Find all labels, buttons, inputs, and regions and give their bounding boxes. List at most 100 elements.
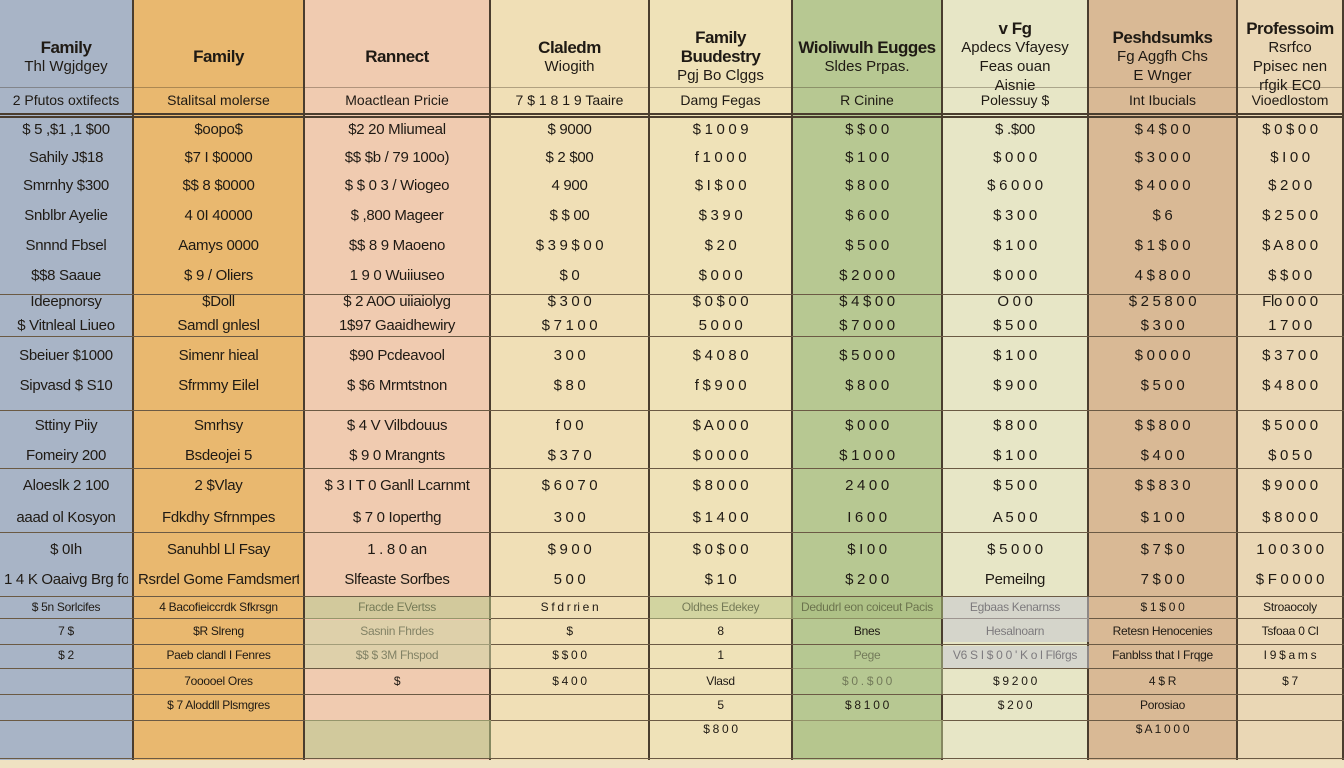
table-cell[interactable]: $$ $b / 79 100o) bbox=[344, 149, 450, 166]
table-cell[interactable]: 1$97 Gaaidhewiry bbox=[338, 317, 456, 334]
table-cell[interactable]: $ bbox=[393, 674, 401, 688]
table-cell[interactable]: $ 4 0 8 0 bbox=[692, 347, 749, 364]
table-cell[interactable]: 1 9 0 Wuiiuseo bbox=[349, 267, 445, 284]
table-cell[interactable]: 4 900 bbox=[551, 177, 588, 194]
table-cell[interactable]: Paeb clandl I Fenres bbox=[166, 648, 271, 662]
table-cell[interactable]: $ 5 0 0 bbox=[993, 477, 1037, 494]
table-cell[interactable]: $ 3 9 $ 0 0 bbox=[535, 237, 604, 254]
table-cell[interactable]: $ 1 0 0 bbox=[845, 149, 889, 166]
column-header[interactable]: Family Thl Wgjdgey 2 Pfutos oxtifects bbox=[0, 0, 132, 115]
table-cell[interactable]: $ 4 0 0 bbox=[1140, 447, 1185, 464]
table-cell[interactable]: 1 . 8 0 an bbox=[367, 541, 427, 558]
table-cell[interactable]: $ 3 0 0 0 bbox=[1134, 149, 1191, 166]
table-cell[interactable]: $ 1 0 0 bbox=[1140, 509, 1185, 526]
column-header[interactable]: Family Stalitsal molerse bbox=[134, 0, 303, 115]
table-cell[interactable]: 2 4 0 0 bbox=[845, 477, 889, 494]
table-cell[interactable]: Bnes bbox=[853, 624, 881, 638]
table-cell[interactable]: $ $ 0 0 bbox=[845, 121, 889, 138]
table-cell[interactable]: $ 5 0 0 bbox=[1140, 377, 1185, 394]
table-cell[interactable]: Samdl gnlesl bbox=[177, 317, 260, 334]
table-cell[interactable]: 8 bbox=[717, 624, 724, 638]
table-cell[interactable]: $ 3 0 0 bbox=[547, 293, 592, 310]
table-cell[interactable]: Dedudrl eon coiceut Pacis bbox=[801, 600, 933, 614]
table-cell[interactable]: $ 5 0 0 bbox=[993, 317, 1037, 334]
table-cell[interactable]: $ 6 0 0 0 bbox=[987, 177, 1043, 194]
table-cell[interactable]: $ I 0 0 bbox=[1270, 149, 1310, 166]
table-cell[interactable]: $ 2 0 0 bbox=[1268, 177, 1312, 194]
table-cell[interactable]: Sttiny Piiy bbox=[34, 417, 98, 434]
table-cell[interactable]: 4 $ R bbox=[1148, 674, 1177, 688]
table-cell[interactable]: $90 Pcdeavool bbox=[349, 347, 445, 364]
table-cell[interactable]: $2 20 Mliumeal bbox=[348, 121, 446, 138]
table-cell[interactable]: Flo 0 0 0 bbox=[1262, 293, 1318, 310]
table-cell[interactable]: $ 5 0 0 bbox=[845, 237, 889, 254]
table-cell[interactable]: $ F 0 0 0 0 bbox=[1255, 571, 1325, 588]
table-cell[interactable]: $ I $ 0 0 bbox=[694, 177, 747, 194]
table-cell[interactable]: $ 8 1 0 0 bbox=[844, 698, 889, 712]
table-cell[interactable]: 4 $ 8 0 0 bbox=[1134, 267, 1191, 284]
table-cell[interactable]: Simenr hieal bbox=[178, 347, 259, 364]
table-cell[interactable]: 3 0 0 bbox=[553, 509, 586, 526]
table-cell[interactable]: Tsfoaa 0 Cl bbox=[1261, 624, 1319, 638]
table-cell[interactable]: $ 2 bbox=[58, 648, 74, 662]
table-cell[interactable]: $ 1 $ 0 0 bbox=[1140, 600, 1185, 614]
table-cell[interactable]: 7 $ 0 0 bbox=[1140, 571, 1185, 588]
table-cell[interactable]: $ 9000 bbox=[547, 121, 592, 138]
table-cell[interactable]: $ 0 5 0 bbox=[1268, 447, 1312, 464]
table-cell[interactable]: $ 7 0 Ioperthg bbox=[352, 509, 442, 526]
table-cell[interactable]: $ 3 7 0 0 bbox=[1262, 347, 1318, 364]
table-cell[interactable]: $ 1 0 0 9 bbox=[692, 121, 749, 138]
table-cell[interactable]: O 0 0 bbox=[997, 293, 1033, 310]
table-cell[interactable]: 7ooooel Ores bbox=[184, 674, 253, 688]
table-cell[interactable]: $ 8 0 0 bbox=[845, 177, 889, 194]
table-cell[interactable]: Egbaas Kenarnss bbox=[969, 600, 1061, 614]
table-cell[interactable]: 5 bbox=[717, 698, 724, 712]
table-cell[interactable]: $ 4 0 0 0 bbox=[1134, 177, 1191, 194]
table-cell[interactable]: Sfrmmy Eilel bbox=[178, 377, 259, 394]
column-header[interactable]: Wioliwulh Eugges Sldes Prpas. R Cinine bbox=[793, 0, 941, 115]
table-cell[interactable]: $ 0 . $ 0 0 bbox=[841, 674, 893, 688]
table-cell[interactable]: $ A 1 0 0 0 bbox=[1135, 722, 1190, 736]
table-cell[interactable]: $$8 Saaue bbox=[31, 267, 101, 284]
table-cell[interactable]: Aloeslk 2 100 bbox=[22, 477, 110, 494]
table-cell[interactable]: $ 4 8 0 0 bbox=[1262, 377, 1318, 394]
table-cell[interactable]: $ 8 0 0 bbox=[993, 417, 1037, 434]
table-cell[interactable]: $ 0 0 0 bbox=[845, 417, 889, 434]
table-cell[interactable]: $ bbox=[566, 624, 573, 638]
table-cell[interactable]: $ 1 0 0 bbox=[993, 347, 1037, 364]
table-cell[interactable]: Sahily J$18 bbox=[28, 149, 104, 166]
table-cell[interactable]: Smrhsy bbox=[193, 417, 244, 434]
table-cell[interactable]: $ 8 0 0 bbox=[845, 377, 889, 394]
table-cell[interactable]: 4 0I 40000 bbox=[184, 207, 253, 224]
table-cell[interactable]: $ 9 0 0 bbox=[547, 541, 592, 558]
table-cell[interactable]: $ 9 0 0 0 bbox=[1262, 477, 1318, 494]
table-cell[interactable]: $ A 8 0 0 bbox=[1262, 237, 1318, 254]
table-cell[interactable]: $ 0 0 0 bbox=[993, 267, 1037, 284]
table-cell[interactable]: Vlasd bbox=[706, 674, 735, 688]
table-cell[interactable]: $oopo$ bbox=[194, 121, 243, 138]
table-cell[interactable]: $ I 0 0 bbox=[847, 541, 887, 558]
table-cell[interactable]: f 0 0 bbox=[555, 417, 584, 434]
table-cell[interactable]: $R Slreng bbox=[193, 624, 244, 638]
table-cell[interactable]: $ 0 0 0 0 bbox=[1134, 347, 1191, 364]
table-cell[interactable]: $ 0 bbox=[559, 267, 580, 284]
table-cell[interactable]: Sanuhbl Ll Fsay bbox=[166, 541, 271, 558]
table-cell[interactable]: $ 8 0 0 bbox=[703, 722, 738, 736]
table-cell[interactable]: $ $ 8 3 0 bbox=[1134, 477, 1191, 494]
table-cell[interactable]: Fdkdhy Sfrnmpes bbox=[161, 509, 276, 526]
table-cell[interactable]: $$ $ 3M Fhspod bbox=[355, 648, 439, 662]
table-cell[interactable]: Pege bbox=[853, 648, 881, 662]
table-cell[interactable]: $ 9 / Oliers bbox=[184, 267, 253, 284]
table-cell[interactable]: 1 4 K Oaaivg Brg foqsen bbox=[4, 571, 128, 588]
table-cell[interactable]: Snnnd Fbsel bbox=[25, 237, 107, 254]
table-cell[interactable]: $ 1 4 0 0 bbox=[692, 509, 749, 526]
table-cell[interactable]: $ 0 $ 0 0 bbox=[1262, 121, 1318, 138]
table-cell[interactable]: $ 2 $00 bbox=[545, 149, 594, 166]
table-cell[interactable]: $ $ 00 bbox=[549, 207, 590, 224]
column-header[interactable]: Professoim Rsrfco Ppisec nen rfgik EC0 Vioed… bbox=[1238, 0, 1342, 115]
table-cell[interactable]: 5 0 0 0 bbox=[698, 317, 743, 334]
table-cell[interactable]: $ 7 bbox=[1282, 674, 1298, 688]
table-cell[interactable]: $ 0 0 0 bbox=[993, 149, 1037, 166]
table-cell[interactable]: $ 7 Aloddll Plsmgres bbox=[167, 698, 270, 712]
table-cell[interactable]: Sipvasd $ S10 bbox=[19, 377, 113, 394]
